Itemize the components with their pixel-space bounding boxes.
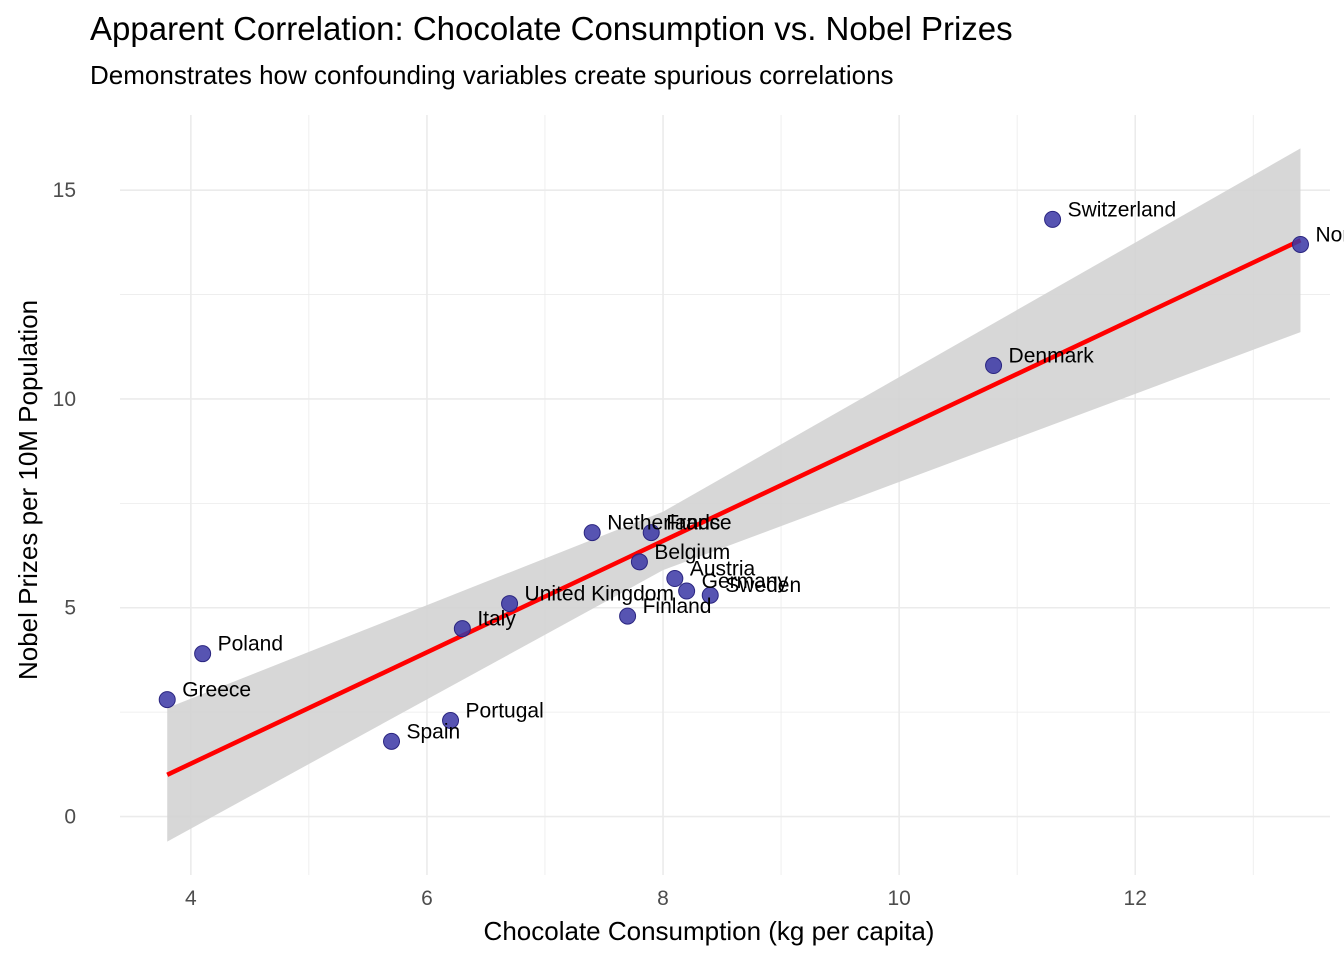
point-labels: Switzerland Norway Denmark NetherlandsFranc…: [182, 198, 1344, 743]
point-label: Switzerland: [1068, 198, 1177, 221]
chart-subtitle: Demonstrates how confounding variables c…: [90, 60, 894, 90]
point-label: Austria: [690, 558, 756, 581]
x-tick-label: 6: [421, 887, 433, 910]
y-tick-label: 0: [64, 806, 76, 829]
x-axis-title: Chocolate Consumption (kg per capita): [484, 916, 935, 946]
data-point: [1291, 235, 1309, 253]
x-tick-label: 8: [657, 887, 669, 910]
point-label: Italy: [477, 608, 516, 631]
point-label: Belgium: [654, 541, 730, 564]
y-tick-label: 15: [53, 179, 76, 202]
point-label: Germany: [702, 570, 789, 593]
point-label: Netherlands: [607, 512, 720, 535]
y-tick-label: 5: [64, 597, 76, 620]
data-point: [619, 607, 637, 625]
data-point: [442, 711, 460, 729]
point-label: Finland: [643, 595, 712, 618]
point-label: United Kingdom: [525, 583, 674, 606]
y-axis-title: Nobel Prizes per 10M Population: [13, 300, 43, 680]
data-point: [194, 645, 212, 663]
x-tick-labels: 4 6 8 10 12: [185, 887, 1147, 910]
x-tick-label: 10: [887, 887, 910, 910]
data-point: [642, 524, 660, 542]
regression-line: [166, 238, 1302, 777]
point-label: Portugal: [466, 699, 544, 722]
point-label: Spain: [407, 720, 461, 743]
x-tick-label: 4: [185, 887, 197, 910]
point-label: Greece: [182, 679, 251, 702]
data-point: [158, 691, 176, 709]
point-label: Denmark: [1009, 345, 1095, 368]
data-point: [1044, 210, 1062, 228]
point-label: Sweden: [725, 574, 801, 597]
y-tick-labels: 0 5 10 15: [53, 179, 76, 828]
data-point: [678, 582, 696, 600]
data-point: [701, 586, 719, 604]
data-point: [630, 553, 648, 571]
data-point: [666, 570, 684, 588]
data-point: [383, 732, 401, 750]
data-point: [583, 524, 601, 542]
data-points: [158, 210, 1309, 750]
data-point: [985, 357, 1003, 375]
point-label: France: [666, 512, 731, 535]
data-point: [453, 620, 471, 638]
data-point: [501, 595, 519, 613]
point-label: Poland: [218, 633, 283, 656]
y-tick-label: 10: [53, 388, 76, 411]
x-tick-label: 12: [1124, 887, 1147, 910]
chart-title: Apparent Correlation: Chocolate Consumpt…: [90, 10, 1013, 47]
point-label: Norway: [1315, 223, 1344, 246]
confidence-band: [167, 148, 1301, 842]
